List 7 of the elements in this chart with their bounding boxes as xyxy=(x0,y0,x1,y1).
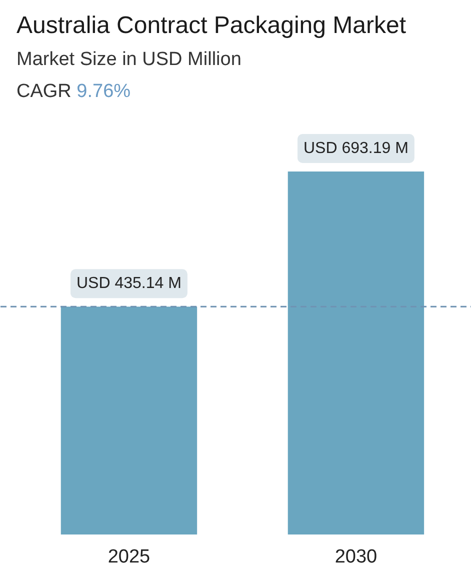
x-tick-label: 2025 xyxy=(108,546,150,568)
x-tick-label: 2030 xyxy=(334,546,378,568)
chart-title: Australia Contract Packaging Market xyxy=(16,12,406,39)
data-label: USD 435.14 M xyxy=(76,275,182,292)
text: CAGR 9.76% xyxy=(16,81,131,102)
chart-subtitle: Market Size in USD Million xyxy=(16,49,242,70)
data-label: USD 693.19 M xyxy=(303,140,408,157)
